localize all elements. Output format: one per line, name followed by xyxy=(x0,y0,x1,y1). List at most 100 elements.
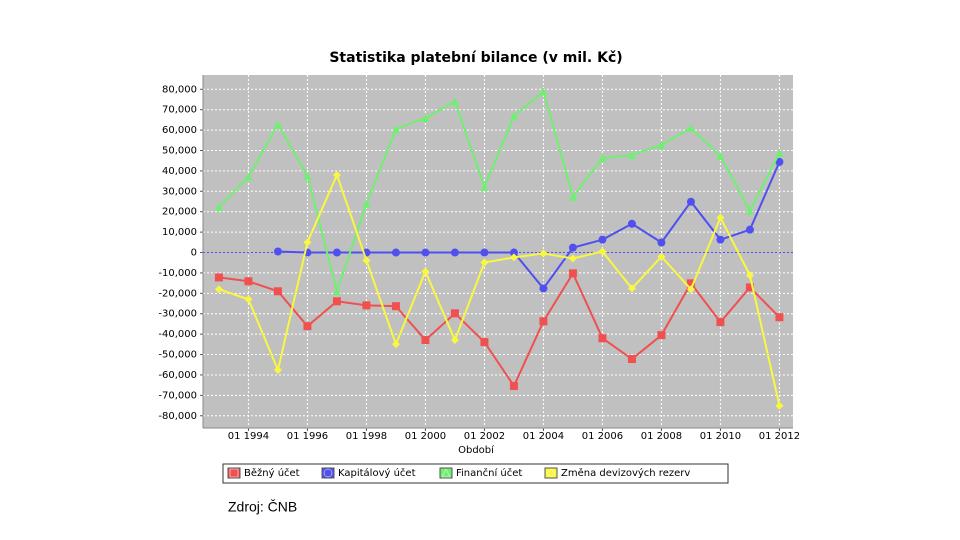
marker xyxy=(244,172,253,181)
legend-label: Běžný účet xyxy=(244,467,300,479)
marker xyxy=(627,150,636,159)
x-tick-label: 01 2004 xyxy=(523,431,564,442)
marker xyxy=(775,401,784,410)
marker xyxy=(568,192,577,201)
legend-label: Změna devizových rezerv xyxy=(561,467,690,479)
legend xyxy=(222,463,729,484)
marker xyxy=(391,248,400,257)
marker xyxy=(775,148,784,157)
marker xyxy=(657,252,666,261)
marker xyxy=(745,225,754,234)
marker xyxy=(421,248,430,257)
marker xyxy=(657,140,666,149)
x-tick-label: 01 1996 xyxy=(287,431,328,442)
marker xyxy=(362,301,371,310)
y-tick-label: -50,000 xyxy=(158,350,197,361)
marker xyxy=(214,202,223,211)
marker xyxy=(450,97,459,106)
marker xyxy=(480,182,489,191)
marker xyxy=(421,267,430,276)
marker xyxy=(303,171,312,180)
marker xyxy=(303,238,312,247)
marker xyxy=(509,248,518,257)
marker xyxy=(539,317,548,326)
marker xyxy=(421,336,430,345)
legend-marker xyxy=(441,468,451,478)
y-tick-label: 20,000 xyxy=(162,207,197,218)
marker xyxy=(273,287,282,296)
y-tick-label: 50,000 xyxy=(162,145,197,156)
marker xyxy=(745,206,754,215)
marker xyxy=(627,219,636,228)
marker xyxy=(686,124,695,133)
marker xyxy=(775,157,784,166)
marker xyxy=(273,366,282,375)
marker xyxy=(332,287,341,296)
marker xyxy=(745,283,754,292)
marker xyxy=(568,254,577,263)
marker xyxy=(775,313,784,322)
y-tick-label: -40,000 xyxy=(158,329,197,340)
marker xyxy=(362,256,371,265)
marker xyxy=(509,253,518,262)
marker xyxy=(686,285,695,294)
y-tick-label: 30,000 xyxy=(162,186,197,197)
marker xyxy=(332,248,341,257)
marker xyxy=(657,331,666,340)
marker xyxy=(303,322,312,331)
marker xyxy=(716,318,725,327)
x-tick-label: 01 2010 xyxy=(700,431,741,442)
legend-label: Kapitálový účet xyxy=(338,467,416,479)
marker xyxy=(273,120,282,129)
x-tick-label: 01 2006 xyxy=(582,431,623,442)
marker xyxy=(509,381,518,390)
marker xyxy=(244,277,253,286)
legend-marker xyxy=(323,468,333,478)
marker xyxy=(716,235,725,244)
marker xyxy=(362,199,371,208)
marker xyxy=(716,152,725,161)
y-tick-label: 60,000 xyxy=(162,125,197,136)
y-tick-label: 10,000 xyxy=(162,227,197,238)
y-tick-label: -10,000 xyxy=(158,268,197,279)
x-tick-label: 01 2000 xyxy=(405,431,446,442)
legend-marker xyxy=(546,468,556,478)
marker xyxy=(568,269,577,278)
marker xyxy=(539,249,548,258)
series-line xyxy=(218,271,781,389)
marker xyxy=(716,213,725,222)
marker xyxy=(450,336,459,345)
marker xyxy=(657,238,666,247)
y-tick-label: 70,000 xyxy=(162,105,197,116)
marker xyxy=(539,284,548,293)
marker xyxy=(450,309,459,318)
x-tick-label: 01 1998 xyxy=(346,431,387,442)
marker xyxy=(421,114,430,123)
marker xyxy=(568,243,577,252)
marker xyxy=(480,258,489,267)
y-tick-label: -80,000 xyxy=(158,411,197,422)
marker xyxy=(627,284,636,293)
source: Zdroj: ČNB xyxy=(228,499,297,515)
marker xyxy=(598,154,607,163)
y-tick-label: -60,000 xyxy=(158,370,197,381)
chart-title: Statistika platební bilance (v mil. Kč) xyxy=(329,50,622,66)
marker xyxy=(214,285,223,294)
y-tick-label: -30,000 xyxy=(158,309,197,320)
marker xyxy=(539,87,548,96)
series-line xyxy=(218,89,781,295)
marker xyxy=(686,197,695,206)
marker xyxy=(450,248,459,257)
marker xyxy=(480,338,489,347)
marker xyxy=(332,297,341,306)
y-tick-label: -20,000 xyxy=(158,288,197,299)
marker xyxy=(598,235,607,244)
marker xyxy=(598,334,607,343)
marker xyxy=(273,247,282,256)
y-tick-label: 0 xyxy=(191,248,197,259)
legend-marker xyxy=(229,468,239,478)
y-tick-label: 40,000 xyxy=(162,166,197,177)
y-tick-label: -70,000 xyxy=(158,390,197,401)
x-tick-label: 01 2008 xyxy=(641,431,682,442)
